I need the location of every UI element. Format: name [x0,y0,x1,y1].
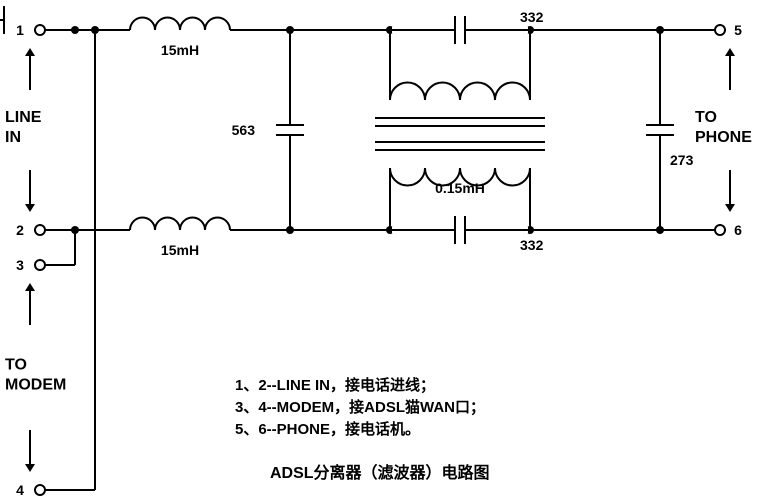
value-C563: 563 [232,122,256,138]
label-to-modem: MODEM [5,377,66,394]
terminal-6: 6 [734,222,742,238]
label-to-phone: PHONE [695,129,752,146]
legend-line-2: 3、4--MODEM，接ADSL猫WAN口； [235,398,485,416]
diagram-title: ADSL分离器（滤波器）电路图 [270,463,490,482]
value-C332-top: 332 [520,9,544,25]
value-T1: 0.15mH [435,180,485,196]
legend-line-3: 5、6--PHONE，接电话机。 [235,420,420,438]
label-to-phone-to: TO [695,109,717,126]
terminal-2: 2 [16,222,24,238]
value-L2: 15mH [161,242,199,258]
terminal-4: 4 [16,482,24,498]
label-in: IN [5,129,21,146]
value-C273: 273 [670,152,694,168]
terminal-5: 5 [734,22,742,38]
terminal-1: 1 [16,22,24,38]
label-line: LINE [5,109,42,126]
terminal-3: 3 [16,257,24,273]
adsl-splitter-schematic: 1 2 3 4 5 6 LINE IN TO MODEM TO PHONE 15mH 15mH 563 332… [0,0,762,501]
legend-line-1: 1、2--LINE IN，接电话进线； [235,376,435,394]
value-L1: 15mH [161,42,199,58]
label-to-modem-to: TO [5,357,27,374]
value-C332-bot: 332 [520,237,544,253]
